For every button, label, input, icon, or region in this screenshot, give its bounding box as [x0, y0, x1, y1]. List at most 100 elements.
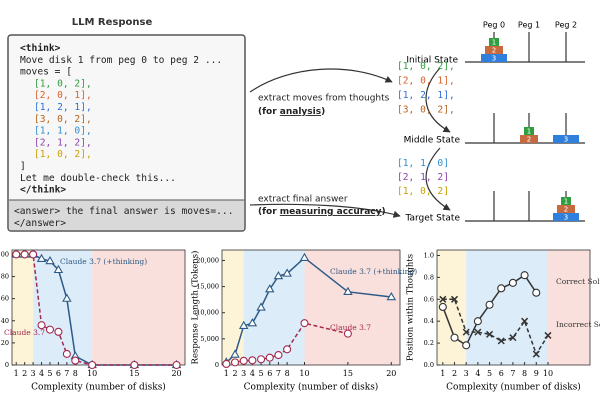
- disk-label: 1: [564, 198, 568, 206]
- extracted-move: [1, 0, 2]: [397, 186, 449, 197]
- data-point: [257, 355, 266, 364]
- y-tick-label: 0.4: [424, 317, 434, 325]
- t: (for: [258, 207, 280, 217]
- code-move: [2, 1, 2],: [34, 137, 92, 148]
- data-point: [386, 291, 397, 301]
- y-tick-label: 0: [215, 361, 219, 369]
- data-point: [238, 320, 249, 329]
- y-tick-label: 20: [1, 339, 9, 347]
- data-point: [273, 271, 284, 280]
- data-point: [450, 333, 459, 342]
- state-label: Target State: [404, 214, 460, 224]
- disk-label: 1: [527, 128, 531, 136]
- disk-label: 1: [492, 39, 496, 47]
- x-tick-label: 5: [259, 369, 264, 378]
- extracted-move: [1, 0, 2],: [397, 61, 455, 72]
- data-point: [497, 337, 505, 345]
- code-line: moves = [: [20, 67, 72, 78]
- x-tick-label: 4: [475, 369, 480, 378]
- x-tick-label: 7: [276, 369, 281, 378]
- disk: [489, 38, 499, 46]
- data-point: [71, 356, 80, 365]
- extracted-move: [2, 0, 1],: [397, 76, 455, 87]
- data-point: [247, 318, 258, 327]
- x-tick-label: 10: [299, 369, 309, 378]
- x-tick-label: 6: [499, 369, 504, 378]
- data-point: [439, 295, 447, 303]
- disk-label: 2: [492, 47, 496, 55]
- data-point: [12, 250, 21, 259]
- data-point: [486, 330, 494, 338]
- x-tick-label: 8: [285, 369, 290, 378]
- disk: [481, 54, 507, 62]
- data-point: [474, 328, 482, 336]
- y-tick-label: 1.0: [424, 251, 434, 259]
- x-tick-label: 1: [440, 369, 445, 378]
- extracted-move: [2, 1, 2]: [397, 172, 449, 183]
- y-tick-label: 20,000: [196, 256, 219, 264]
- x-tick-label: 4: [39, 369, 44, 378]
- data-point: [473, 317, 482, 326]
- data-point: [462, 341, 471, 350]
- y-tick-label: 5,000: [200, 335, 219, 343]
- data-point: [248, 356, 257, 365]
- data-point: [485, 300, 494, 309]
- disk-label: 2: [564, 206, 568, 214]
- code-line: </think>: [20, 184, 66, 196]
- y-tick-label: 0: [5, 361, 9, 369]
- data-point: [62, 293, 72, 302]
- data-point: [283, 345, 292, 354]
- data-point: [532, 288, 541, 297]
- disk-label: 2: [527, 136, 531, 144]
- data-point: [265, 353, 274, 362]
- series-label: Correct Solutions: [556, 277, 600, 286]
- data-point: [172, 360, 181, 370]
- y-tick-label: 40: [1, 317, 9, 325]
- disk: [485, 46, 503, 54]
- code-move: [1, 0, 2],: [34, 78, 92, 89]
- data-point: [62, 349, 71, 358]
- t: (for: [258, 107, 280, 117]
- disk-label: 3: [564, 136, 568, 144]
- data-point: [438, 302, 447, 312]
- code-line: ]: [20, 161, 26, 172]
- region: [243, 250, 305, 365]
- code-move: [1, 0, 2],: [34, 149, 92, 160]
- x-tick-label: 7: [510, 369, 515, 378]
- series-label: Incorrect Solutions: [556, 320, 600, 329]
- y-tick-label: 0.6: [424, 295, 434, 303]
- extract-answer: extract final answer: [258, 195, 348, 205]
- region: [547, 250, 590, 365]
- x-tick-label: 3: [31, 369, 36, 378]
- state-label: Initial State: [406, 56, 458, 66]
- y-tick-label: 60: [1, 295, 9, 303]
- extracted-move: [3, 0, 2],: [397, 105, 455, 116]
- data-point: [462, 328, 470, 336]
- data-point: [222, 359, 231, 369]
- data-point: [88, 360, 97, 370]
- data-point: [508, 278, 517, 287]
- disk: [520, 135, 538, 143]
- extract-answer-purpose: (for measuring accuracy): [258, 207, 386, 217]
- region: [33, 250, 93, 365]
- disk: [524, 127, 534, 135]
- series-label: Claude 3.7: [330, 323, 371, 332]
- data-point: [256, 302, 266, 311]
- x-tick-label: 6: [267, 369, 272, 378]
- peg-label: Peg 2: [555, 21, 577, 30]
- t: ): [321, 107, 325, 117]
- y-axis-label: Position within Thoughts: [406, 254, 416, 361]
- extract-moves-purpose: (for analysis): [258, 107, 325, 117]
- data-point: [265, 284, 275, 293]
- disk-label: 3: [492, 55, 496, 63]
- y-tick-label: 15,000: [196, 283, 219, 291]
- data-point: [53, 264, 64, 274]
- disk-label: 3: [564, 214, 568, 222]
- code-move: [1, 2, 1],: [34, 102, 92, 113]
- x-tick-label: 5: [47, 369, 52, 378]
- data-point: [45, 325, 55, 334]
- x-tick-label: 1: [14, 369, 19, 378]
- charts: 12345678101520020406080100Complexity (nu…: [0, 249, 600, 393]
- data-point: [299, 252, 310, 261]
- region: [222, 250, 244, 365]
